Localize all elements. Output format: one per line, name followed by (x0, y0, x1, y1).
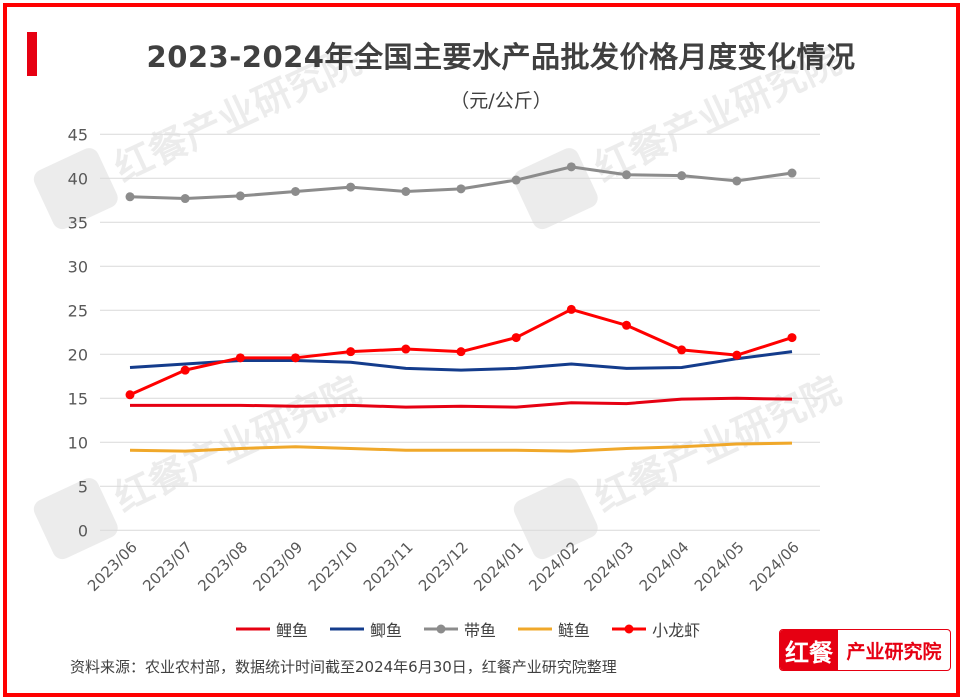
x-tick-label: 2024/04 (636, 538, 693, 595)
legend-swatch (424, 624, 459, 634)
logo-part2: 产业研究院 (846, 640, 942, 663)
svg-text:红餐产业研究院: 红餐产业研究院 (588, 38, 848, 190)
legend-label: 鲤鱼 (276, 621, 309, 640)
legend: 鲤鱼 鲫鱼 带鱼 鲢鱼 小龙虾 (236, 617, 722, 641)
svg-text:红餐产业研究院: 红餐产业研究院 (108, 368, 368, 520)
data-point (346, 182, 356, 192)
data-point (346, 347, 356, 357)
chart-title: 2023-2024年全国主要水产品批发价格月度变化情况 (146, 40, 856, 74)
svg-text:红餐产业研究院: 红餐产业研究院 (108, 38, 368, 190)
x-tick-label: 2023/08 (194, 538, 251, 595)
x-tick-label: 2024/03 (581, 538, 638, 595)
data-point (677, 171, 687, 181)
series-line-鲤鱼 (130, 396, 793, 409)
logo-part1: 红餐 (780, 630, 838, 670)
y-tick-label: 5 (78, 477, 88, 496)
y-tick-label: 30 (68, 257, 88, 276)
data-point (511, 333, 521, 343)
legend-label: 鲫鱼 (370, 621, 403, 640)
data-point (180, 365, 190, 375)
series-line-鲢鱼 (129, 441, 793, 453)
chart-frame (3, 3, 960, 697)
data-point (787, 333, 797, 343)
y-tick-label: 45 (68, 125, 88, 144)
data-point (787, 168, 797, 178)
legend-label: 小龙虾 (652, 621, 701, 640)
x-tick-label: 2024/06 (746, 538, 803, 595)
watermark: 红餐产业研究院 (513, 368, 847, 560)
y-tick-label: 35 (68, 213, 88, 232)
data-point (125, 192, 135, 202)
chart-unit: （元/公斤） (450, 90, 552, 112)
legend-swatch (236, 627, 270, 631)
data-point (677, 345, 687, 355)
y-tick-label: 15 (68, 389, 88, 408)
x-tick-label: 2023/09 (250, 538, 307, 595)
data-point (566, 304, 576, 314)
data-point (732, 350, 742, 360)
legend-item: 鲫鱼 (330, 617, 402, 641)
y-tick-label: 0 (78, 521, 88, 540)
data-point (511, 175, 521, 185)
data-point (180, 194, 190, 204)
data-point (291, 353, 300, 363)
x-tick-label: 2024/01 (470, 538, 527, 595)
legend-item: 鲢鱼 (518, 617, 590, 641)
data-point (622, 170, 631, 180)
data-point (622, 320, 631, 330)
legend-swatch (612, 624, 647, 634)
data-point (456, 184, 466, 194)
x-tick-label: 2023/12 (415, 538, 472, 595)
series-line-带鱼 (129, 165, 793, 201)
x-tick-label: 2023/07 (139, 538, 196, 595)
data-point (291, 187, 300, 196)
data-point (456, 347, 466, 357)
data-point (235, 191, 245, 201)
legend-swatch (330, 627, 365, 631)
y-tick-label: 25 (68, 301, 88, 320)
data-point (125, 390, 135, 400)
y-tick-label: 10 (68, 433, 88, 452)
y-tick-label: 20 (68, 345, 88, 364)
legend-item: 鲤鱼 (236, 617, 308, 641)
data-point (566, 162, 576, 172)
legend-item: 带鱼 (424, 617, 496, 641)
source-note: 资料来源：农业农村部，数据统计时间截至2024年6月30日，红餐产业研究院整理 (70, 658, 617, 676)
x-tick-label: 2023/10 (305, 538, 362, 595)
title-accent-bar (27, 32, 37, 76)
brand-logo: 红餐 产业研究院 (779, 629, 951, 671)
legend-label: 带鱼 (464, 621, 497, 640)
data-point (401, 344, 411, 354)
data-point (732, 176, 742, 186)
x-tick-label: 2023/11 (360, 538, 417, 595)
watermark: 红餐产业研究院 (513, 38, 848, 230)
legend-swatch (518, 627, 553, 631)
legend-label: 鲢鱼 (558, 621, 591, 640)
legend-item: 小龙虾 (612, 617, 700, 641)
x-tick-label: 2023/06 (84, 538, 141, 595)
data-point (235, 353, 245, 363)
x-tick-label: 2024/05 (691, 538, 748, 595)
y-tick-label: 40 (68, 169, 88, 188)
data-point (401, 187, 411, 196)
